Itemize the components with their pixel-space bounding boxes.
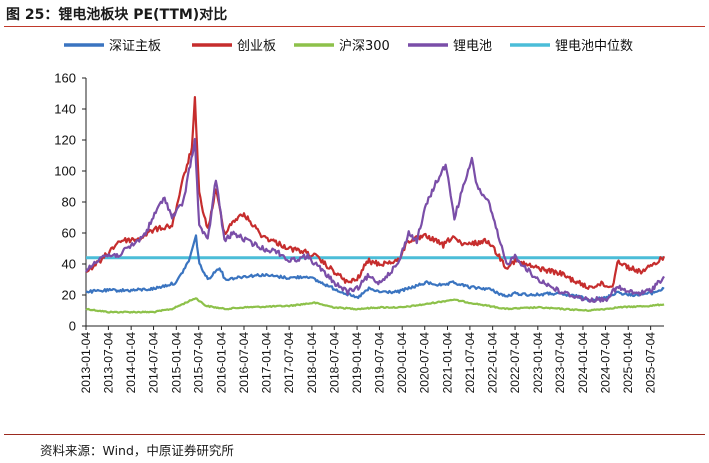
chart-legend: 深证主板 创业板 沪深300 锂电池 锂电池中位数 — [64, 38, 633, 54]
x-tick-label: 2021-01-04 — [440, 332, 454, 394]
source-rule — [4, 434, 705, 435]
x-tick-label: 2023-07-04 — [553, 332, 567, 394]
series-line-3 — [85, 137, 665, 303]
series-line-1 — [85, 96, 666, 290]
y-tick-label: 120 — [54, 133, 76, 148]
y-tick-label: 80 — [62, 195, 76, 210]
y-tick-label: 40 — [62, 257, 76, 272]
y-tick-label: 160 — [54, 71, 76, 86]
x-tick-label: 2019-01-04 — [350, 332, 364, 394]
series-lines — [85, 96, 666, 314]
x-axis: 2013-01-04 2013-07-04 2014-01-04 2014-07-04… — [79, 325, 664, 394]
series-line-2 — [85, 297, 665, 314]
legend-label-0: 深证主板 — [109, 39, 161, 54]
x-tick-label: 2015-07-04 — [192, 332, 206, 394]
x-tick-label: 2017-01-04 — [260, 332, 274, 394]
x-tick-label: 2015-01-04 — [169, 332, 183, 394]
x-tick-label: 2022-01-04 — [486, 332, 500, 394]
x-tick-label: 2022-07-04 — [508, 332, 522, 394]
x-tick-label: 2013-01-04 — [79, 332, 93, 394]
figure-title: 图 25：锂电池板块 PE(TTM)对比 — [6, 7, 228, 23]
x-tick-label: 2023-01-04 — [531, 332, 545, 394]
x-tick-label: 2025-01-04 — [621, 332, 635, 394]
x-tick-label: 2016-07-04 — [237, 332, 251, 394]
x-tick-label: 2017-07-04 — [282, 332, 296, 394]
series-line-0 — [85, 234, 665, 302]
legend-label-3: 锂电池 — [453, 39, 492, 54]
x-tick-label: 2020-01-04 — [395, 332, 409, 394]
x-tick-label: 2018-07-04 — [327, 332, 341, 394]
x-tick-label: 2018-01-04 — [305, 332, 319, 394]
x-tick-label: 2016-01-04 — [214, 332, 228, 394]
legend-label-2: 沪深300 — [339, 38, 390, 54]
x-tick-label: 2025-07-04 — [644, 332, 658, 394]
pe-chart: 深证主板 创业板 沪深300 锂电池 锂电池中位数 0 20 40 60 80 100 120 140… — [54, 38, 666, 394]
x-tick-label: 2021-07-04 — [463, 332, 477, 394]
source-note: 资料来源：Wind，中原证券研究所 — [40, 443, 234, 458]
x-tick-label: 2014-07-04 — [147, 332, 161, 394]
y-tick-label: 0 — [69, 319, 76, 334]
x-tick-label: 2020-07-04 — [418, 332, 432, 394]
y-tick-label: 140 — [54, 102, 76, 117]
title-rule — [4, 26, 705, 27]
x-tick-label: 2024-07-04 — [598, 332, 612, 394]
legend-label-4: 锂电池中位数 — [555, 39, 633, 54]
x-tick-label: 2014-01-04 — [124, 332, 138, 394]
y-tick-label: 20 — [62, 288, 76, 303]
x-tick-label: 2013-07-04 — [101, 332, 115, 394]
y-axis: 0 20 40 60 80 100 120 140 160 — [54, 71, 87, 334]
x-tick-label: 2024-01-04 — [576, 332, 590, 394]
y-tick-label: 100 — [54, 164, 76, 179]
legend-label-1: 创业板 — [237, 39, 276, 54]
x-tick-label: 2019-07-04 — [372, 332, 386, 394]
y-tick-label: 60 — [62, 226, 76, 241]
